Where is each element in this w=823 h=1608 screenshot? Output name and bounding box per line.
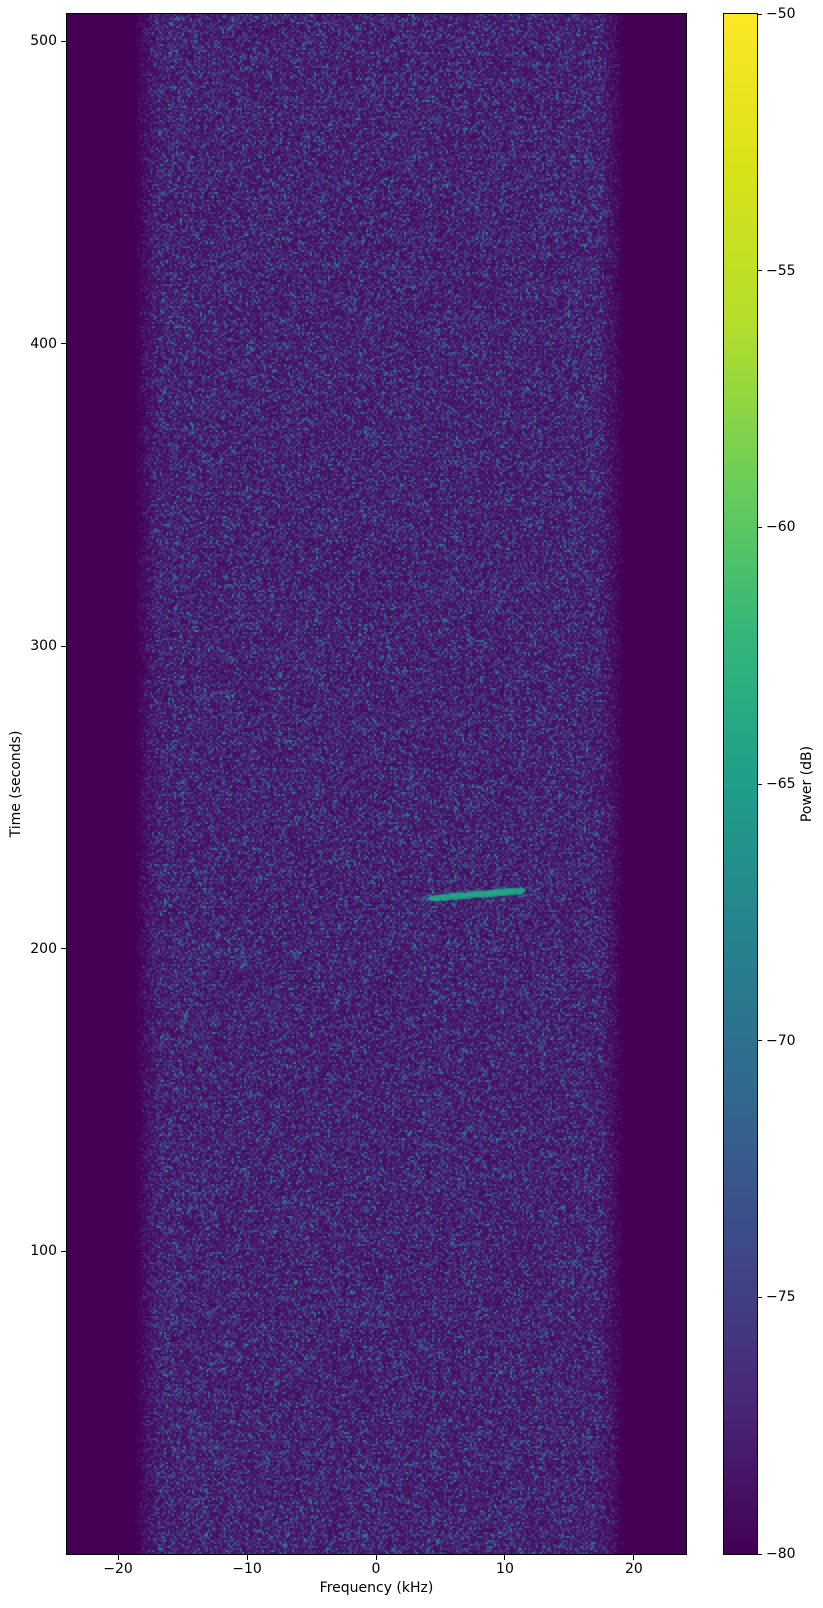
- y-axis-label: Time (seconds): [8, 730, 24, 838]
- colorbar-tick-label: −65: [766, 776, 796, 792]
- y-tick-mark: [61, 645, 66, 647]
- colorbar-tick-mark: [758, 1296, 762, 1298]
- x-tick-label: −10: [232, 1561, 262, 1577]
- y-tick-label: 500: [30, 33, 57, 50]
- x-tick-mark: [246, 1555, 248, 1560]
- y-tick-mark: [61, 1250, 66, 1252]
- y-tick-mark: [61, 40, 66, 42]
- colorbar-tick-mark: [758, 526, 762, 528]
- colorbar-tick-label: −80: [766, 1546, 796, 1562]
- x-tick-label: 20: [624, 1561, 643, 1577]
- plot-area: [66, 13, 687, 1555]
- colorbar-tick-mark: [758, 1553, 762, 1555]
- colorbar-tick-mark: [758, 783, 762, 785]
- x-tick-mark: [117, 1555, 119, 1560]
- x-tick-label: 0: [371, 1561, 381, 1577]
- colorbar-tick-label: −60: [766, 519, 796, 536]
- colorbar-tick-label: −50: [766, 6, 796, 22]
- colorbar-tick-label: −55: [766, 262, 796, 279]
- x-tick-mark: [375, 1555, 377, 1560]
- colorbar-tick-label: −70: [766, 1032, 796, 1049]
- colorbar-label: Power (dB): [799, 745, 815, 823]
- y-tick-label: 200: [30, 940, 57, 957]
- y-tick-mark: [61, 343, 66, 345]
- x-axis-label: Frequency (kHz): [319, 1580, 434, 1596]
- colorbar-tick-mark: [758, 270, 762, 272]
- x-tick-label: 10: [496, 1561, 514, 1577]
- y-tick-label: 400: [30, 335, 57, 352]
- colorbar-tick-label: −75: [766, 1289, 796, 1306]
- y-tick-label: 100: [30, 1243, 57, 1260]
- y-tick-mark: [61, 948, 66, 950]
- y-tick-label: 300: [30, 638, 57, 655]
- spectrogram-canvas: [67, 14, 686, 1554]
- x-tick-label: −20: [103, 1561, 133, 1577]
- x-tick-mark: [504, 1555, 506, 1560]
- x-tick-mark: [633, 1555, 635, 1560]
- colorbar-tick-mark: [758, 13, 762, 15]
- colorbar-tick-mark: [758, 1040, 762, 1042]
- colorbar: [723, 13, 758, 1555]
